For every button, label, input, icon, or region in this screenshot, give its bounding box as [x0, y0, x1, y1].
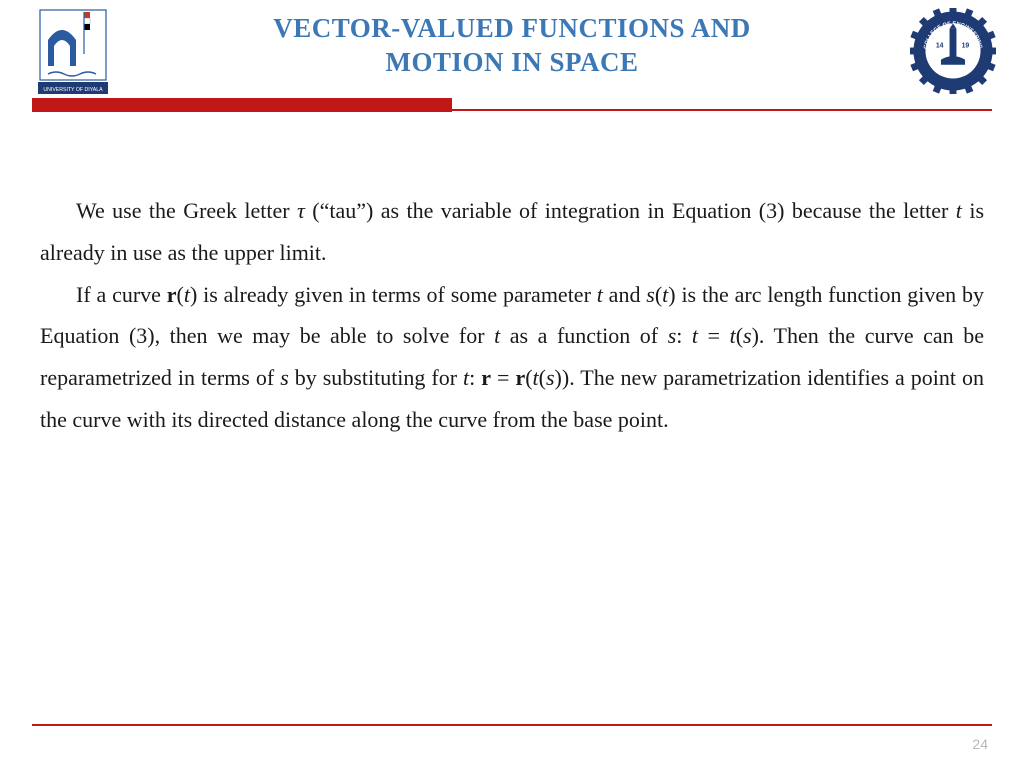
page-number: 24: [972, 736, 988, 752]
svg-text:14: 14: [936, 43, 944, 50]
paragraph-2: If a curve r(t) is already given in term…: [40, 274, 984, 441]
slide-title: VECTOR-VALUED FUNCTIONS AND MOTION IN SP…: [0, 12, 1024, 80]
footer-divider: [32, 724, 992, 726]
header-divider: [32, 98, 992, 112]
title-line-2: MOTION IN SPACE: [0, 46, 1024, 80]
title-line-1: VECTOR-VALUED FUNCTIONS AND: [0, 12, 1024, 46]
slide-header: UNIVERSITY OF DIYALA VECTOR-VALUED FUNCT…: [0, 0, 1024, 100]
divider-thick-bar: [32, 98, 452, 112]
college-logo-icon: COLLEGE OF ENGINEERING 14 19: [910, 8, 996, 94]
logo-banner-text: UNIVERSITY OF DIYALA: [43, 87, 103, 93]
body-text: We use the Greek letter τ (“tau”) as the…: [40, 190, 984, 441]
paragraph-1: We use the Greek letter τ (“tau”) as the…: [40, 190, 984, 274]
svg-text:19: 19: [962, 43, 970, 50]
